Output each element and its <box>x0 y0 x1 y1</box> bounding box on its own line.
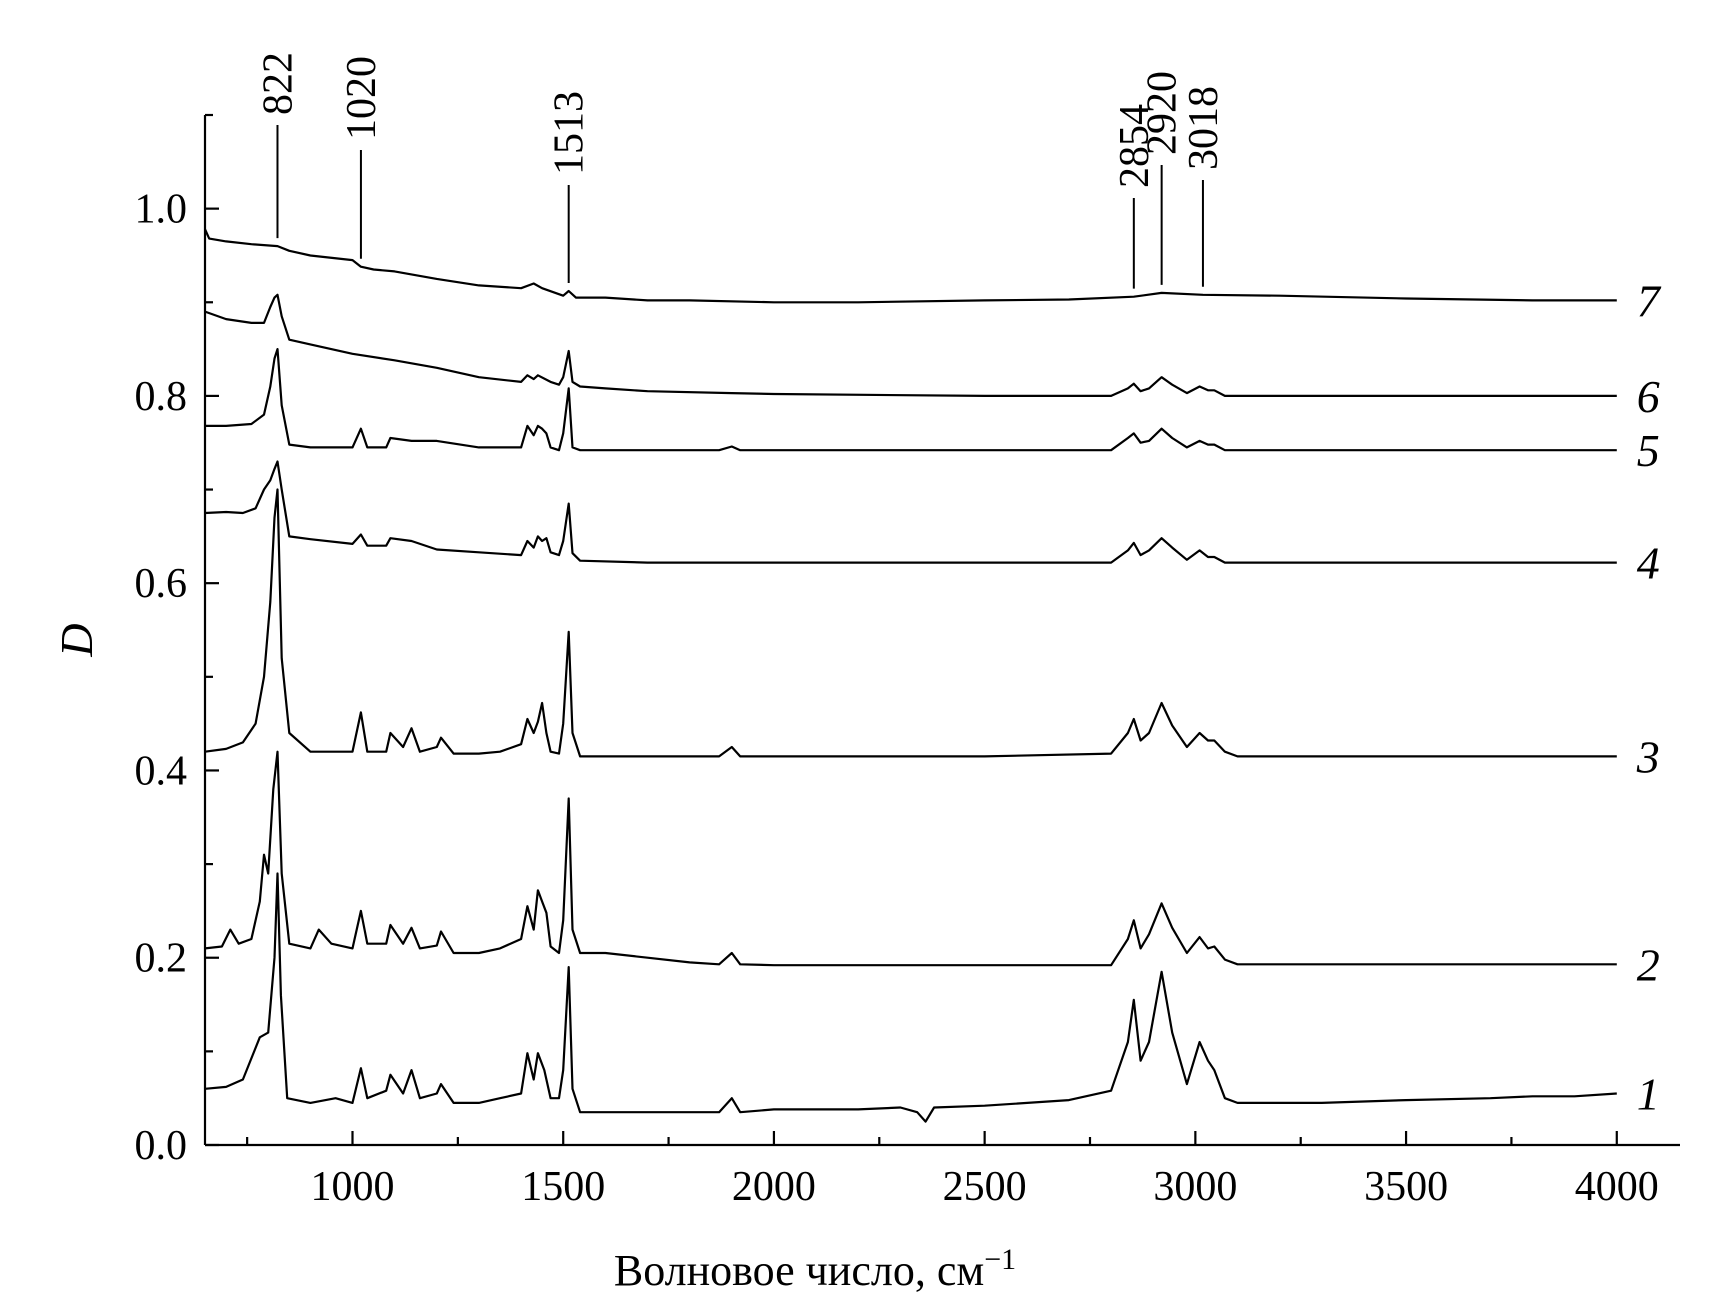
series-line-6 <box>204 293 1617 397</box>
x-tick-label: 2000 <box>732 1164 816 1210</box>
peak-label-3018: 3018 <box>1181 86 1227 170</box>
x-axis-title: Волновое число, см−1 <box>614 1243 1016 1295</box>
y-tick-label: 0.4 <box>135 748 188 794</box>
x-tick-label: 1500 <box>521 1164 605 1210</box>
series-label-1: 1 <box>1637 1069 1660 1120</box>
series-label-6: 6 <box>1637 371 1660 422</box>
series-line-7 <box>203 228 1617 304</box>
series-line-4 <box>204 460 1617 564</box>
y-tick-label: 0.8 <box>135 374 188 420</box>
x-tick-label: 4000 <box>1575 1164 1659 1210</box>
x-tick-label: 3000 <box>1153 1164 1237 1210</box>
series-label-5: 5 <box>1637 425 1660 476</box>
peak-label-2920: 2920 <box>1140 71 1186 155</box>
series-line-5 <box>205 348 1617 452</box>
x-tick-label: 1000 <box>311 1164 395 1210</box>
y-tick-label: 1.0 <box>135 187 188 233</box>
y-axis-title: D <box>51 623 102 657</box>
series-line-1 <box>204 872 1617 1123</box>
peak-label-822: 822 <box>255 52 301 115</box>
series-label-4: 4 <box>1637 538 1660 589</box>
x-tick-label: 3500 <box>1364 1164 1448 1210</box>
axes: 1000 1500 2000 2500 3000 3500 4000 0.0 0.2 0.4 0.6… <box>135 113 1680 1210</box>
y-tick-label: 0.0 <box>135 1123 188 1169</box>
series-line-3 <box>204 488 1617 758</box>
series-line-2 <box>204 750 1617 967</box>
y-tick-label: 0.6 <box>135 561 188 607</box>
y-tick-label: 0.2 <box>135 936 188 982</box>
series-label-7: 7 <box>1637 275 1662 326</box>
series-label-2: 2 <box>1637 939 1660 990</box>
plot-area: 1 2 3 4 56 7 <box>203 228 1662 1123</box>
x-tick-label: 2500 <box>943 1164 1027 1210</box>
peak-label-1020: 1020 <box>339 56 385 140</box>
peak-label-1513: 1513 <box>547 91 593 175</box>
peak-label-2854: 2854 <box>1112 104 1158 188</box>
series-label-3: 3 <box>1636 731 1660 782</box>
